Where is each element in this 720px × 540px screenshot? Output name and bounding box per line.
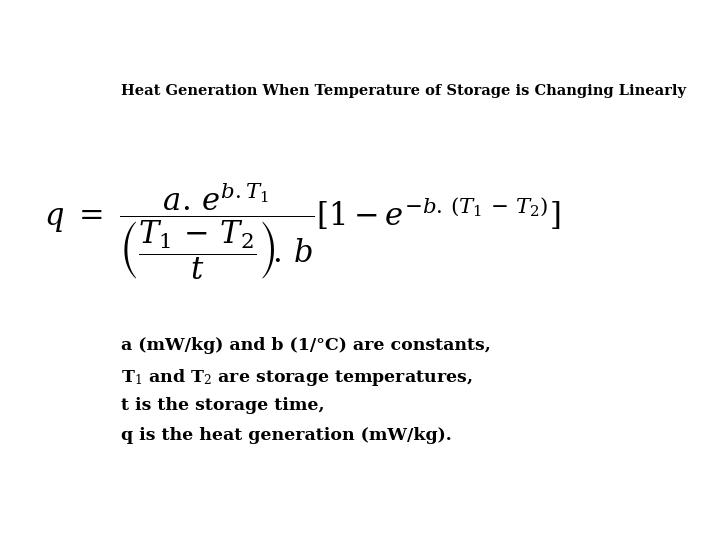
Text: $q \ = \ \dfrac{a.\,e^{b.T_1}}{\left(\dfrac{T_1\,-\,T_2}{t}\right)\!.\,b}\left[1: $q \ = \ \dfrac{a.\,e^{b.T_1}}{\left(\df…: [44, 180, 560, 282]
Text: q is the heat generation (mW/kg).: q is the heat generation (mW/kg).: [121, 427, 451, 444]
Text: Heat Generation When Temperature of Storage is Changing Linearly: Heat Generation When Temperature of Stor…: [121, 84, 685, 98]
Text: a (mW/kg) and b (1/°C) are constants,: a (mW/kg) and b (1/°C) are constants,: [121, 337, 490, 354]
Text: t is the storage time,: t is the storage time,: [121, 397, 324, 414]
Text: T$_1$ and T$_2$ are storage temperatures,: T$_1$ and T$_2$ are storage temperatures…: [121, 367, 472, 388]
